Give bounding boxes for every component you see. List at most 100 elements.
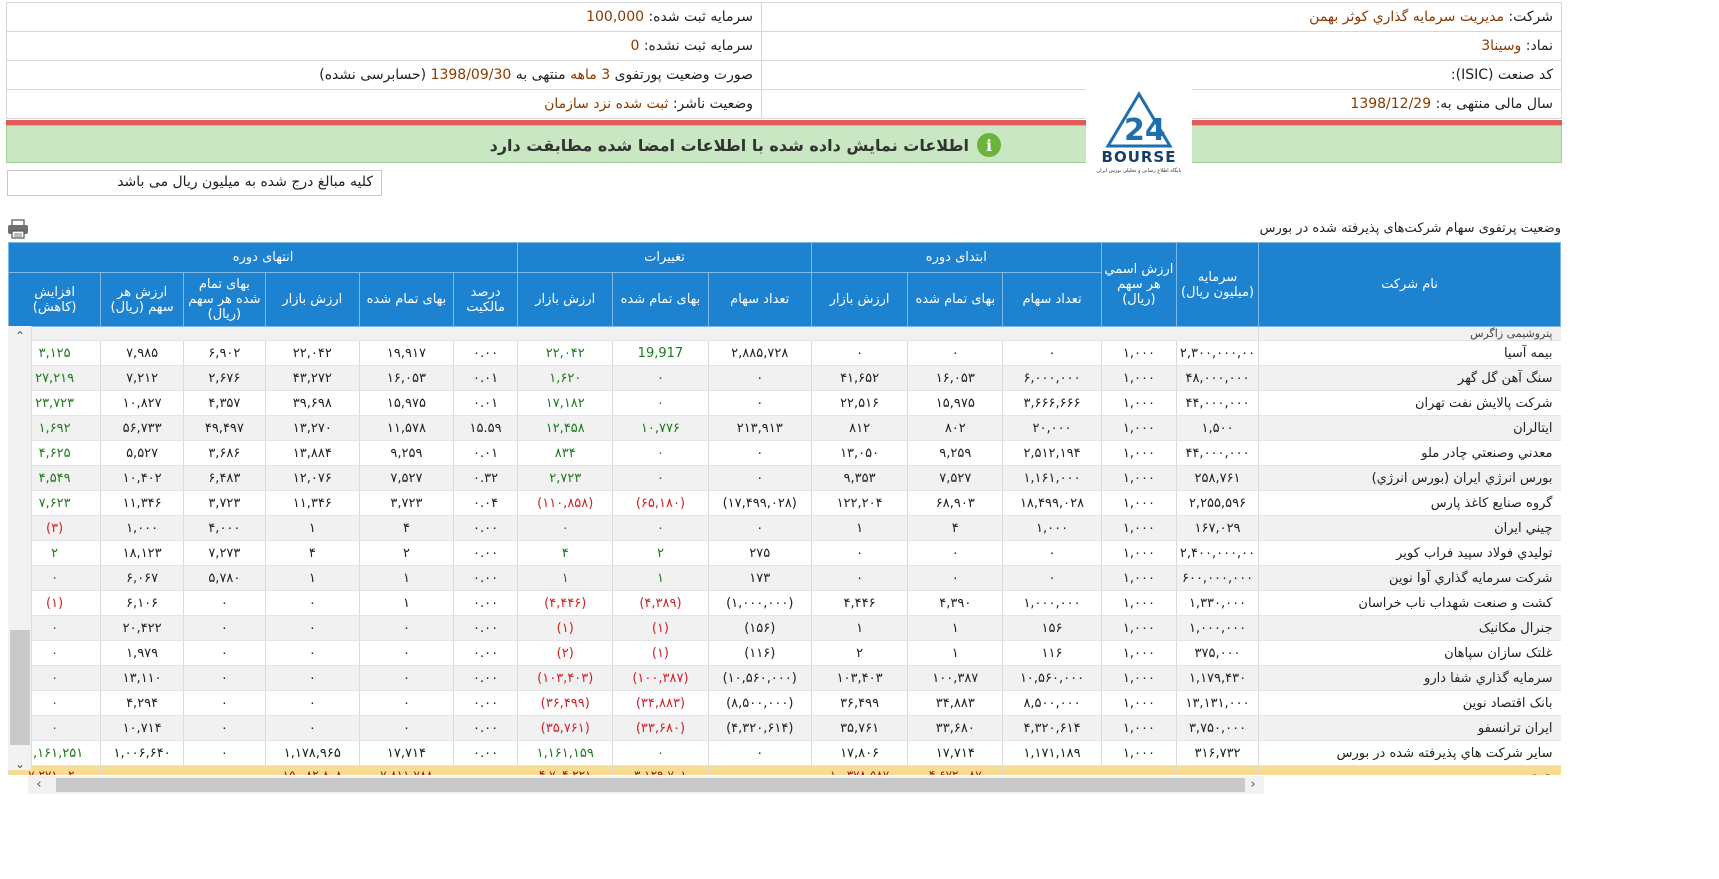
horizontal-scrollbar[interactable]: ‹ › <box>28 776 1264 794</box>
cell-value: ۴ <box>907 515 1003 541</box>
registered-capital-label: سرمایه ثبت شده: <box>648 9 753 25</box>
cell-value: ۰ <box>358 690 454 716</box>
col-end-change[interactable]: افزایش (کاهش) <box>8 272 102 327</box>
cell-value: ۱۳,۱۳۱,۰۰۰ <box>1176 690 1259 716</box>
cell-value: ۱۱,۳۴۶ <box>100 490 184 516</box>
table-row: بيمه آسيا ۲,۳۰۰,۰۰۰,۰۰ ۱,۰۰۰ ۰ ۰ ۰ ۲,۸۸۵,۷۲۸ 19… <box>8 340 1561 366</box>
col-change-cost[interactable]: بهای تمام شده <box>612 272 709 327</box>
vertical-scroll-thumb[interactable] <box>10 630 30 745</box>
total-value: ۱۰,۳۷۸,۵۸۷ <box>810 765 908 775</box>
cell-value: ۰ <box>707 515 812 541</box>
col-start-market[interactable]: ارزش بازار <box>810 272 909 327</box>
scroll-right-icon[interactable]: › <box>1250 777 1256 792</box>
cell-value: ۲,۵۱۲,۱۹۴ <box>1002 440 1102 466</box>
total-value: ۷,۸۱۱,۷۸۸ <box>358 765 454 775</box>
svg-text:24: 24 <box>1124 113 1166 148</box>
cell-value: ۰ <box>264 690 360 716</box>
cell-value: ۷,۲۱۲ <box>100 365 184 391</box>
col-change-market[interactable]: ارزش بازار <box>517 272 614 327</box>
table-row: سنگ آهن گل گهر ۴۸,۰۰۰,۰۰۰ ۱,۰۰۰ ۶,۰۰۰,۰۰۰ ۱۶… <box>8 365 1561 391</box>
cell-value: ۶,۹۰۲ <box>183 340 266 366</box>
cell-value: ۹,۳۵۳ <box>810 465 908 491</box>
col-change-shares[interactable]: تعداد سهام <box>707 272 812 327</box>
horizontal-scroll-thumb[interactable] <box>56 778 1245 792</box>
cell-value: ۳۷۵,۰۰۰ <box>1176 640 1259 666</box>
cell-value: ۲,۲۵۵,۵۹۶ <box>1176 490 1259 516</box>
cell-value: ۰ <box>707 740 812 766</box>
cell-value: (۱۰,۵۶۰,۰۰۰) <box>707 665 812 691</box>
cell-value: ۲۰,۴۲۲ <box>100 615 184 641</box>
scroll-up-icon[interactable]: ⌃ <box>14 329 26 343</box>
col-end-value-per[interactable]: ارزش هر سهم (ريال) <box>100 272 184 327</box>
col-end-cost-per[interactable]: بهای تمام شده هر سهم (ريال) <box>183 272 266 327</box>
fiscal-value: 1398/12/29 <box>1350 96 1432 112</box>
cell-value: ۱۲,۴۵۸ <box>517 415 613 441</box>
cell-value: ۰ <box>1002 540 1102 566</box>
cell-value: ۰ <box>612 515 709 541</box>
company-name: بانک اقتصاد نوين <box>1257 690 1561 716</box>
report-prefix: صورت وضعیت پورتفوی <box>614 67 753 83</box>
cell-value: ۲,۳۰۰,۰۰۰,۰۰ <box>1176 340 1259 366</box>
cell-value: ۰.۰۰ <box>453 665 518 691</box>
col-start-shares[interactable]: تعداد سهام <box>1002 272 1102 327</box>
vertical-scrollbar[interactable]: ⌃ ⌄ <box>8 326 32 771</box>
cell-value: ۱۸,۴۹۹,۰۲۸ <box>1002 490 1102 516</box>
cell-value: ۰ <box>264 590 360 616</box>
cell-value: ۰ <box>1002 340 1102 366</box>
col-end-cost[interactable]: بهای تمام شده <box>358 272 455 327</box>
col-capital[interactable]: سرمایه (میلیون ریال) <box>1176 242 1259 327</box>
cell-value: ۴۳,۲۷۲ <box>264 365 360 391</box>
cell-value: ۳,۷۵۰,۰۰۰ <box>1176 715 1259 741</box>
cell-value: ۱,۱۷۱,۱۸۹ <box>1002 740 1102 766</box>
company-name: شرکت پالايش نفت تهران <box>1257 390 1561 416</box>
cell-value: ۰.۰۰ <box>453 615 518 641</box>
cell-value: ۲ <box>612 540 709 566</box>
cell-value: ۰.۰۰ <box>453 340 518 366</box>
total-value: ۴,۶۷۲,۰۸۷ <box>907 765 1003 775</box>
bourse-logo[interactable]: 24 BOURSE پایگاه اطلاع رسانی و تحلیلی بو… <box>1086 78 1192 176</box>
report-period: 3 ماهه <box>570 67 611 83</box>
col-start-cost[interactable]: بهای تمام شده <box>907 272 1004 327</box>
cell-value: (۲) <box>517 640 613 666</box>
table-row: توليدي فولاد سپيد فراب کوير ۲,۴۰۰,۰۰۰,۰۰ ۱… <box>8 540 1561 566</box>
cell-value: (۱۰۳,۴۰۳) <box>517 665 613 691</box>
cell-value: ۱,۰۰۰ <box>1100 665 1177 691</box>
cell-value: ۱,۰۰۰ <box>1100 640 1177 666</box>
scroll-down-icon[interactable]: ⌄ <box>14 757 26 771</box>
cell-value: ۰ <box>183 640 266 666</box>
company-name: چيني ايران <box>1257 515 1561 541</box>
cell-value: ۰ <box>183 615 266 641</box>
col-end-pct[interactable]: درصد مالکیت <box>453 272 519 327</box>
cell-value: ۵,۷۸۰ <box>183 565 266 591</box>
cell-value: ۱,۰۰۰ <box>100 515 184 541</box>
col-end-market[interactable]: ارزش بازار <box>264 272 360 327</box>
total-value <box>183 765 266 775</box>
table-row: سرمايه گذاري شفا دارو ۱,۱۷۹,۴۳۰ ۱,۰۰۰ ۱۰,۵۶… <box>8 665 1561 691</box>
cell-value: ۱۰۰,۳۸۷ <box>907 665 1003 691</box>
cell-value: ۰ <box>264 640 360 666</box>
cell-value: ۱ <box>907 640 1003 666</box>
cell-value: ۱۰۳,۴۰۳ <box>810 665 908 691</box>
table-row: غلتک سازان سپاهان ۳۷۵,۰۰۰ ۱,۰۰۰ ۱۱۶ ۱ ۲ (۱۱۶)(… <box>8 640 1561 666</box>
cell-value: ۱,۰۰۰ <box>1100 490 1177 516</box>
cell-value: ۰.۰۰ <box>453 740 518 766</box>
company-name: معدني وصنعتي چادر ملو <box>1257 440 1561 466</box>
company-name: سنگ آهن گل گهر <box>1257 365 1561 391</box>
cell-value: ۸۱۲ <box>810 415 908 441</box>
cell-value: ۱,۱۷۹,۴۳۰ <box>1176 665 1259 691</box>
cell-value: (۴,۳۲۰,۶۱۴) <box>707 715 812 741</box>
col-nominal[interactable]: ارزش اسمي هر سهم (ريال) <box>1100 242 1178 327</box>
cell-value: ۶,۰۰۰,۰۰۰ <box>1002 365 1102 391</box>
publisher-label: وضعیت ناشر: <box>672 96 753 112</box>
cell-value: ۱ <box>810 615 908 641</box>
cell-value: ۹,۲۵۹ <box>907 440 1003 466</box>
company-name: توليدي فولاد سپيد فراب کوير <box>1257 540 1561 566</box>
cell-value: ۲۰,۰۰۰ <box>1002 415 1102 441</box>
scroll-left-icon[interactable]: ‹ <box>36 777 42 792</box>
cell-value: ۰ <box>612 390 709 416</box>
col-name[interactable]: نام شرکت <box>1257 242 1561 327</box>
isic-label: کد صنعت (ISIC): <box>1450 67 1553 83</box>
cell-value: ۱۷,۷۱۴ <box>907 740 1003 766</box>
printer-icon[interactable] <box>7 219 29 239</box>
total-value: ۱۵,۰۸۲,۸۰۸ <box>264 765 360 775</box>
